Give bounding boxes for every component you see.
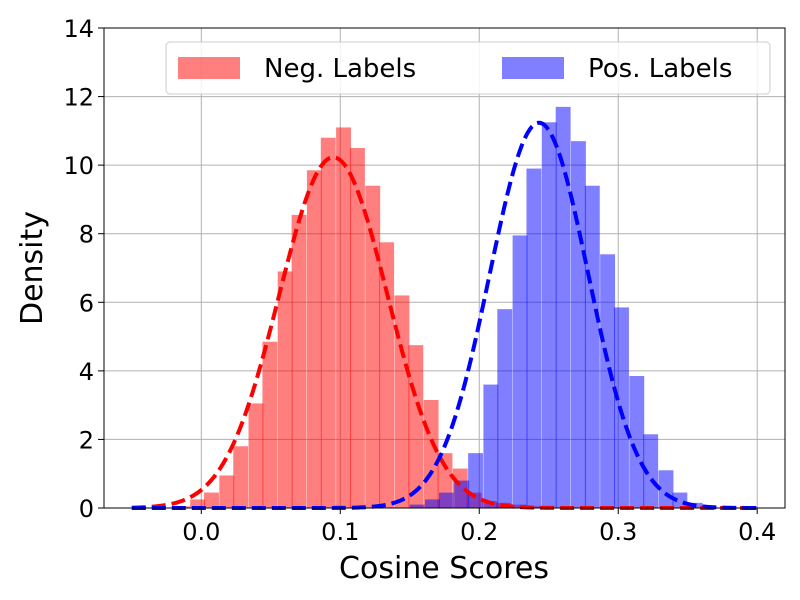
histogram-bar-neg-labels	[248, 403, 264, 508]
histogram-bar-pos-labels	[409, 504, 425, 508]
x-tick-label: 0.0	[182, 518, 220, 546]
legend-frame	[165, 41, 771, 95]
histogram-bar-neg-labels	[262, 341, 278, 508]
histogram-bar-pos-labels	[497, 309, 513, 508]
grid-lines	[104, 27, 785, 509]
histogram-bar-neg-labels	[320, 137, 336, 508]
histogram-bar-neg-labels	[349, 148, 365, 508]
histogram-bar-pos-labels	[541, 122, 557, 509]
histogram-bar-neg-labels	[233, 446, 249, 508]
histogram-bar-neg-labels	[423, 400, 439, 508]
histogram-bar-pos-labels	[438, 492, 454, 508]
histogram-bar-neg-labels	[394, 295, 410, 508]
legend-swatch-neg	[178, 57, 240, 79]
histogram-bar-neg-labels	[336, 127, 351, 508]
histogram-bar-neg-labels	[219, 475, 235, 508]
x-axis-ticks: 0.0 0.1 0.2 0.3 0.4	[182, 508, 776, 546]
histogram-bar-neg-labels	[277, 271, 293, 508]
y-tick-label: 8	[79, 221, 94, 249]
histogram-bar-pos-labels	[584, 185, 600, 508]
histogram-bar-pos-labels	[454, 480, 470, 508]
histogram-bar-pos-labels	[425, 499, 440, 508]
histogram-bars	[174, 106, 717, 509]
histogram-bar-neg-labels	[379, 242, 395, 509]
density-curves	[131, 120, 758, 510]
histogram-bar-neg-labels	[365, 185, 381, 508]
y-axis-label: Density	[15, 211, 50, 325]
legend-label-neg: Neg. Labels	[264, 54, 416, 84]
y-tick-label: 6	[79, 289, 94, 317]
x-tick-label: 0.4	[738, 518, 776, 546]
density-curve-pos-labels	[131, 120, 758, 510]
y-tick-label: 2	[79, 426, 94, 454]
y-tick-label: 14	[63, 15, 94, 43]
histogram-bar-pos-labels	[555, 106, 571, 508]
histogram-bar-neg-labels	[306, 170, 322, 509]
histogram-bar-neg-labels	[190, 499, 206, 508]
histogram-bar-pos-labels	[570, 141, 586, 508]
x-tick-label: 0.3	[599, 518, 637, 546]
histogram-bar-pos-labels	[643, 434, 659, 508]
legend: Neg. Labels Pos. Labels	[165, 41, 771, 95]
y-axis-ticks: 0 2 4 6 8 10 12 14	[63, 15, 104, 523]
y-tick-label: 10	[63, 152, 94, 180]
legend-swatch-pos	[502, 57, 564, 79]
x-tick-label: 0.2	[460, 518, 498, 546]
x-axis-label: Cosine Scores	[339, 551, 549, 586]
histogram-bar-neg-labels	[408, 345, 424, 508]
x-tick-label: 0.1	[321, 518, 359, 546]
histogram-bar-pos-labels	[629, 376, 645, 508]
y-tick-label: 4	[79, 358, 94, 386]
histogram-bar-pos-labels	[600, 254, 616, 508]
legend-label-pos: Pos. Labels	[588, 54, 732, 84]
histogram-bar-pos-labels	[512, 235, 528, 508]
histogram-bar-pos-labels	[483, 384, 499, 508]
histogram-bar-neg-labels	[291, 214, 307, 508]
y-tick-label: 12	[63, 84, 94, 112]
histogram-bar-pos-labels	[526, 168, 542, 509]
y-tick-label: 0	[79, 495, 94, 523]
histogram-bar-pos-labels	[468, 453, 484, 508]
histogram-bar-neg-labels	[204, 492, 219, 508]
plot-frame	[103, 27, 786, 509]
